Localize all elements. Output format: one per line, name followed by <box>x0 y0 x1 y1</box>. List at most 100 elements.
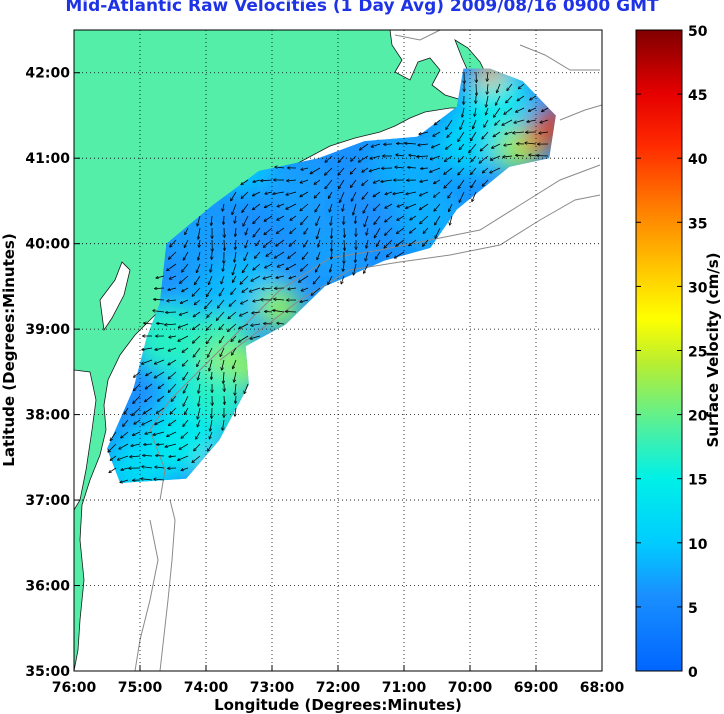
velocity-arrow <box>183 359 189 366</box>
velocity-arrow <box>240 275 249 284</box>
velocity-arrow <box>239 335 249 342</box>
velocity-arrow <box>253 227 261 237</box>
velocity-arrow <box>264 227 273 234</box>
velocity-arrow <box>458 131 465 141</box>
velocity-arrow <box>235 215 236 223</box>
colorbar-tick-label: 5 <box>688 601 698 617</box>
velocity-arrow <box>181 467 189 470</box>
velocity-arrow <box>409 239 417 246</box>
velocity-arrow <box>459 155 465 162</box>
velocity-arrow <box>142 359 153 364</box>
velocity-arrow <box>233 275 237 282</box>
velocity-arrow <box>192 455 201 462</box>
velocity-arrow <box>374 215 381 224</box>
velocity-arrow <box>409 155 417 156</box>
chesapeake-bay <box>74 369 97 511</box>
velocity-arrow <box>475 107 477 116</box>
velocity-arrow <box>264 239 273 247</box>
velocity-arrow <box>198 371 201 380</box>
velocity-arrow <box>497 83 501 92</box>
velocity-arrow <box>145 431 153 434</box>
velocity-arrow <box>483 167 489 173</box>
velocity-arrow <box>265 311 273 312</box>
velocity-arrow <box>385 203 393 208</box>
velocity-arrow <box>493 131 501 137</box>
velocity-arrow <box>207 323 213 330</box>
velocity-arrow <box>275 167 285 168</box>
velocity-arrow <box>366 239 369 248</box>
y-tick-label: 36:00 <box>25 579 70 595</box>
velocity-arrow <box>208 443 213 451</box>
velocity-arrow <box>194 443 201 451</box>
velocity-arrow <box>157 444 165 445</box>
velocity-arrow <box>314 179 321 184</box>
velocity-arrow <box>516 155 525 156</box>
velocity-arrow <box>396 155 405 156</box>
velocity-arrow <box>251 275 261 281</box>
velocity-arrow <box>471 179 477 188</box>
colorbar-ticks: 0 5 10 15 20 25 30 35 40 45 50 <box>636 24 708 681</box>
velocity-arrow <box>224 395 225 404</box>
velocity-arrow <box>517 95 525 101</box>
velocity-arrow <box>393 191 405 194</box>
velocity-arrow <box>300 299 309 302</box>
velocity-arrow <box>155 419 165 424</box>
velocity-arrow <box>370 167 381 171</box>
velocity-arrow <box>144 444 153 445</box>
velocity-arrow <box>198 251 201 260</box>
velocity-arrow <box>244 383 249 393</box>
velocity-arrow <box>444 179 453 188</box>
velocity-arrow <box>339 155 345 162</box>
velocity-arrow <box>266 251 273 256</box>
velocity-arrow <box>459 191 465 202</box>
velocity-arrow <box>121 467 129 470</box>
velocity-arrow <box>275 251 285 258</box>
velocity-arrow <box>181 299 189 303</box>
velocity-arrow <box>265 203 273 207</box>
velocity-arrow <box>364 263 369 273</box>
velocity-arrow <box>185 227 189 234</box>
velocity-arrow <box>539 132 549 133</box>
velocity-arrow <box>179 323 189 328</box>
velocity-arrow <box>197 359 201 366</box>
velocity-arrow <box>537 156 549 157</box>
velocity-arrow <box>504 144 513 145</box>
velocity-arrow <box>314 275 321 284</box>
velocity-arrow <box>241 191 249 198</box>
velocity-arrow <box>300 191 309 197</box>
velocity-arrow <box>184 251 189 260</box>
velocity-arrow <box>158 395 165 401</box>
x-tick-label: 75:00 <box>118 680 163 696</box>
velocity-arrow <box>303 251 309 259</box>
velocity-arrow <box>169 419 177 425</box>
velocity-arrow <box>209 275 213 284</box>
velocity-arrow <box>374 203 381 210</box>
velocity-arrow <box>503 156 513 157</box>
velocity-arrow <box>355 215 356 223</box>
velocity-arrow <box>304 239 309 247</box>
velocity-arrow <box>433 131 441 136</box>
velocity-vectors <box>108 71 549 482</box>
velocity-arrow <box>255 251 261 258</box>
velocity-arrow <box>223 419 225 430</box>
velocity-arrow <box>180 311 189 315</box>
velocity-arrow <box>312 287 321 295</box>
velocity-arrow <box>353 203 357 215</box>
velocity-arrow <box>197 419 201 427</box>
velocity-arrow <box>167 431 177 436</box>
velocity-arrow <box>251 324 261 326</box>
velocity-arrow <box>170 407 177 414</box>
y-tick-label: 42:00 <box>25 66 70 82</box>
velocity-arrow <box>405 143 417 144</box>
delmarva-bay <box>99 261 131 332</box>
velocity-arrow <box>169 251 177 259</box>
velocity-arrow <box>460 119 465 129</box>
velocity-arrow <box>328 275 333 284</box>
velocity-arrow <box>169 383 177 392</box>
velocity-arrow <box>231 287 237 294</box>
velocity-arrow <box>435 227 441 238</box>
velocity-arrow <box>276 275 285 278</box>
velocity-arrow <box>494 107 501 117</box>
velocity-arrow <box>195 275 201 284</box>
velocity-arrow <box>459 143 465 149</box>
